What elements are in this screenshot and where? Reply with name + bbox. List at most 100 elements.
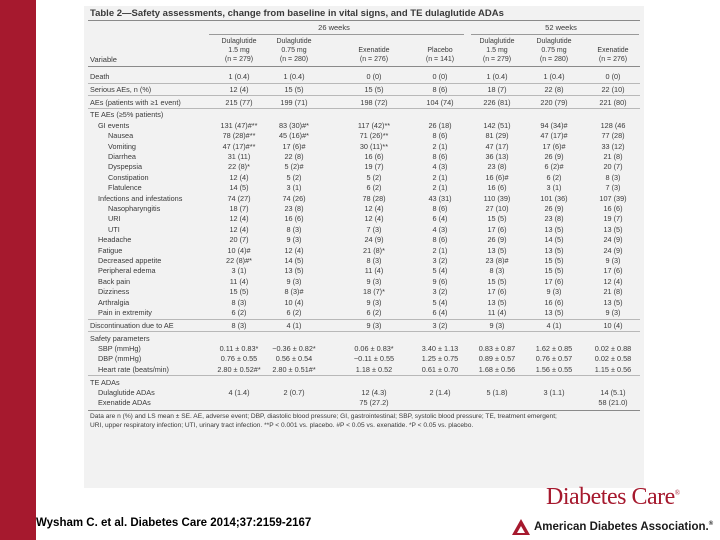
table-footnote: Data are n (%) and LS mean ± SE. AE, adv… [90,412,638,430]
table-cell: 9 (3) [366,320,382,330]
table-row: Death 1 (0.4) 1 (0.4) 0 (0) 0 (0) 1 (0.4) 1 (0… [84,71,644,82]
table-row: Safety parameters [84,333,644,344]
table-row: Decreased appetite 22 (8)#* 14 (5) 8 (3) 3 (… [84,255,644,266]
table-cell: 15 (5) [487,276,507,286]
table-cell: 11 (4) [364,266,384,276]
column-header-line: (n = 276) [359,56,389,63]
row-label: Safety parameters [90,333,150,343]
table-row: Diarrhea 31 (11) 22 (8) 16 (6) 8 (6) 36 (13) 2… [84,151,644,162]
table-row: Fatigue 10 (4)# 12 (4) 21 (8)* 2 (1) 13 (5) 13… [84,245,644,256]
table-row: TE AEs (≥5% patients) [84,109,644,120]
row-label: Peripheral edema [98,266,156,276]
group-header-26-weeks: 26 weeks [318,23,350,32]
table-cell: 12 (4) [284,245,304,255]
row-label: Exenatide ADAs [98,398,151,408]
rule-table-bottom [88,409,640,411]
table-cell: 14 (5.1) [600,388,626,397]
column-header-line: (n = 279) [224,56,254,63]
table-cell: 12 (4) [603,276,623,286]
table-cell: 77 (28) [601,131,625,141]
table-cell: 22 (10) [601,84,625,94]
column-header: Exenatide (n = 276) [344,37,404,64]
row-rule [88,95,640,97]
column-header-line: Exenatide [597,47,629,54]
table-cell: 18 (7) [487,84,507,94]
column-header-line [583,37,643,46]
ada-logo: American Diabetes Association.® [512,519,713,535]
table-cell: 43 (31) [428,193,452,203]
column-header-line: Placebo [427,47,453,54]
table-row: Arthralgia 8 (3) 10 (4) 9 (3) 5 (4) 13 (5) 16 … [84,297,644,308]
table-cell: 1.25 ± 0.75 [421,354,459,364]
table-cell: 9 (3) [489,320,505,330]
table-cell: 81 (29) [485,131,509,141]
table-cell: 9 (3) [605,256,621,265]
table-cell: 110 (39) [483,193,511,203]
table-cell: 6 (4) [432,214,448,224]
table-cell: 18 (7) [229,204,249,213]
table-cell: 8 (3) [231,320,247,330]
table-cell: 13 (5) [544,224,564,234]
table-cell: 23 (8)# [485,256,509,265]
table-cell: 5 (2)# [284,162,304,172]
table-cell: 17 (6)# [542,141,566,151]
diabetes-care-logo: Diabetes Care® [546,484,680,511]
table-cell: 2.80 ± 0.52#* [217,364,261,374]
row-label: Dyspepsia [108,162,143,172]
table-cell: 33 (12) [601,141,625,151]
journal-name: Diabetes Care [546,484,675,510]
table-cell: 20 (7) [229,235,249,245]
column-header-line: (n = 280) [539,56,569,63]
row-label: Fatigue [98,245,123,255]
table-cell: 18 (7)* [363,287,385,297]
table-cell: 4 (3) [432,224,448,234]
table-row: Infections and infestations 74 (27) 74 (26… [84,193,644,204]
table-cell: 199 (71) [280,97,308,107]
table-cell: 0 (0) [366,72,382,81]
table-cell: 15 (5) [544,266,564,276]
table-cell: 30 (11)** [359,141,389,151]
table-cell: 26 (9) [487,235,507,245]
column-header: Exenatide (n = 276) [583,37,643,64]
row-label: Diarrhea [108,152,136,161]
column-header: Dulaglutide 1.5 mg (n = 279) [209,37,269,64]
column-header-line [410,37,470,46]
column-header-line [344,37,404,46]
table-cell: 21 (8) [603,287,623,297]
table-row: Heart rate (beats/min) 2.80 ± 0.52#* 2.80 … [84,364,644,375]
table-row: Serious AEs, n (%) 12 (4) 15 (5) 15 (5) 8 (6… [84,84,644,95]
row-label: Nausea [108,131,134,141]
table-cell: 19 (7) [603,214,623,224]
table-cell: 6 (2) [231,308,247,317]
table-cell: 226 (81) [483,97,511,107]
table-cell: 3 (2) [432,320,448,330]
column-header-line: (n = 276) [598,56,628,63]
table-cell: 78 (28)#** [222,131,256,141]
table-row: Exenatide ADAs 75 (27.2) 58 (21.0) [84,397,644,408]
association-text: American Diabetes Association. [534,521,709,533]
table-cell: 4 (1.4) [228,388,250,397]
table-cell: 9 (3) [286,235,302,245]
column-header-line: 0.75 mg [281,47,307,54]
table-cell: 8 (3) [231,297,247,307]
row-label: Infections and infestations [98,193,183,203]
table-cell: 0.76 ± 0.55 [220,354,258,364]
table-cell: 5 (4) [432,266,448,276]
table-cell: 12 (4) [364,204,384,213]
table-cell: 0.83 ± 0.87 [478,344,516,353]
table-cell: 5 (4) [432,297,448,307]
table-row: Nausea 78 (28)#** 45 (16)#* 71 (26)** 8 (6) 8… [84,130,644,141]
table-cell: 131 (47)#** [220,120,258,130]
table-cell: 13 (5) [284,266,304,276]
table-cell: 6 (2) [546,172,562,182]
table-cell: 3 (2) [432,256,448,265]
table-cell: 15 (5) [229,287,249,297]
table-cell: 47 (17)# [540,131,568,141]
table-cell: 11 (4) [487,308,507,317]
table-cell: 9 (3) [366,276,382,286]
table-row: TE ADAs [84,377,644,388]
table-cell: 13 (5) [603,297,623,307]
table-cell: 8 (6) [432,84,448,94]
table-cell: 0.56 ± 0.54 [275,354,313,364]
row-label: TE AEs (≥5% patients) [90,110,164,120]
